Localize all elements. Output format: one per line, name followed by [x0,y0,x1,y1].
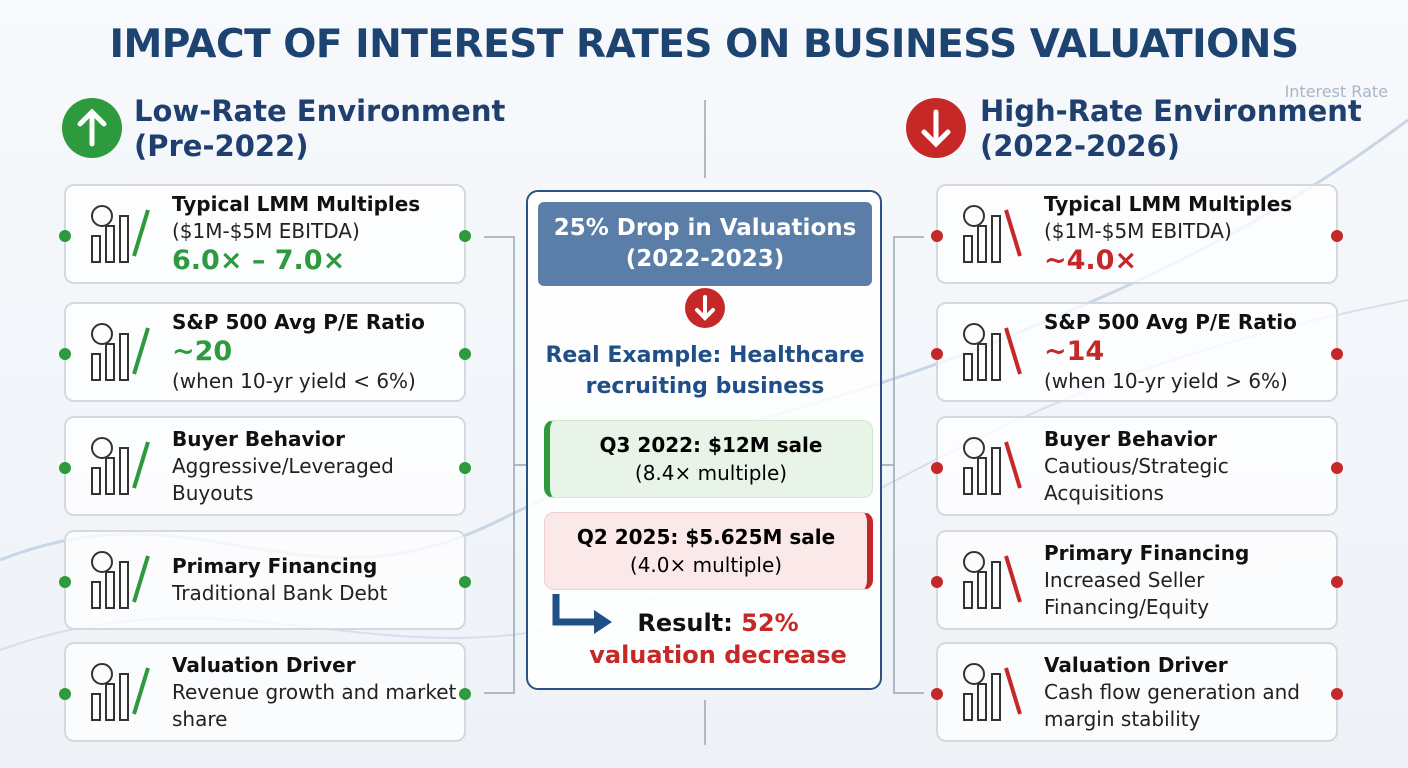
card-title: Primary Financing [172,554,378,578]
card-text: Primary Financing Increased Seller Financ… [1044,532,1336,628]
watermark: Interest Rate [1284,82,1388,101]
result-arrow [552,594,612,634]
connector-dot [1331,348,1343,360]
card-title: Primary Financing [1044,540,1250,565]
result-detail: valuation decrease [589,641,847,669]
card-text: S&P 500 Avg P/E Ratio ~20 (when 10-yr yiel… [172,304,425,400]
section-heading: Low-Rate Environment (Pre-2022) [134,94,505,164]
card-icon [91,551,150,609]
sale-detail: (4.0× multiple) [629,553,783,577]
card-title: S&P 500 Avg P/E Ratio [172,310,425,334]
card-icon [91,437,150,495]
connector-dot [1331,688,1343,700]
card-value: ~4.0× [1044,245,1138,276]
card-value: ~20 [172,336,233,367]
page-title: IMPACT OF INTEREST RATES ON BUSINESS VAL… [109,22,1299,67]
card-text: Buyer Behavior Cautious/Strategic Acquisi… [1044,418,1336,514]
card-after: Cash flow generation and margin stabilit… [1044,679,1300,731]
example-panel: 25% Drop in Valuations (2022-2023) Real … [526,190,882,690]
sale-title: Q2 2025: $5.625M sale [576,525,836,549]
connector-dot [459,462,471,474]
info-card: S&P 500 Avg P/E Ratio ~20 (when 10-yr yiel… [59,302,471,402]
info-card: Typical LMM Multiples ($1M-$5M EBITDA) ~4.… [931,184,1343,284]
card-text: Typical LMM Multiples ($1M-$5M EBITDA) ~4.… [1044,186,1292,282]
card-value: ~14 [1044,336,1105,367]
period: (2022-2026) [980,129,1180,163]
connector-dot [931,576,943,588]
connector-dot [459,688,471,700]
card-icon [963,551,1022,609]
sale-detail: (8.4× multiple) [634,461,788,485]
card-icon [963,663,1022,721]
connector-dot [931,230,943,242]
connector-dot [59,348,71,360]
example-title: Real Example: Healthcare recruiting busi… [545,343,865,399]
info-card: Valuation Driver Cash flow generation and… [931,642,1343,742]
connector-dot [931,688,943,700]
card-after: Revenue growth and market share [172,679,457,731]
connector-dot [1331,462,1343,474]
card-after: Increased Seller Financing/Equity [1044,567,1210,619]
info-card: Primary Financing Traditional Bank Debt [59,530,471,630]
card-after: Traditional Bank Debt [172,581,388,605]
down-icon [685,288,725,328]
card-text: Typical LMM Multiples ($1M-$5M EBITDA) 6.0… [172,186,420,282]
card-value: 6.0× – 7.0× [172,245,346,276]
card-icon [963,437,1022,495]
card-title: Typical LMM Multiples [1044,192,1293,216]
card-title: Valuation Driver [1044,652,1228,677]
connector-dot [931,462,943,474]
connector-dot [59,688,71,700]
card-title: Typical LMM Multiples [172,192,421,216]
info-card: Buyer Behavior Aggressive/Leveraged Buyou… [59,416,471,516]
sale-title: Q3 2022: $12M sale [599,433,823,457]
sale-box: Q2 2025: $5.625M sale (4.0× multiple) [544,512,873,590]
card-title: Buyer Behavior [1044,426,1217,451]
connector-dot [1331,576,1343,588]
card-text: S&P 500 Avg P/E Ratio ~14 (when 10-yr yiel… [1044,304,1297,400]
info-card: Primary Financing Increased Seller Financ… [931,530,1343,630]
card-text: Buyer Behavior Aggressive/Leveraged Buyou… [172,418,464,514]
connector-dot [59,576,71,588]
card-after: Cautious/Strategic Acquisitions [1044,453,1229,505]
connector-dot [1331,230,1343,242]
info-card: Buyer Behavior Cautious/Strategic Acquisi… [931,416,1343,516]
card-title: Buyer Behavior [172,426,345,451]
card-before: ($1M-$5M EBITDA) [1044,219,1232,243]
connector-dot [931,348,943,360]
sale-box: Q3 2022: $12M sale (8.4× multiple) [544,420,873,498]
connector-dot [59,462,71,474]
card-title: S&P 500 Avg P/E Ratio [1044,310,1297,334]
heading: Low-Rate Environment [134,94,506,128]
connector-dot [459,576,471,588]
card-after: (when 10-yr yield > 6%) [1044,369,1288,393]
card-text: Valuation Driver Revenue growth and marke… [172,644,464,740]
connector-dot [459,230,471,242]
period: (Pre-2022) [134,129,309,163]
section-heading: High-Rate Environment (2022-2026) [980,94,1362,164]
card-icon [963,205,1022,263]
card-icon [963,323,1022,381]
banner: 25% Drop in Valuations (2022-2023) [538,202,872,286]
card-after: (when 10-yr yield < 6%) [172,369,416,393]
card-before: ($1M-$5M EBITDA) [172,219,360,243]
info-card: S&P 500 Avg P/E Ratio ~14 (when 10-yr yiel… [931,302,1343,402]
connector-dot [59,230,71,242]
card-after: Aggressive/Leveraged Buyouts [172,453,394,505]
card-text: Valuation Driver Cash flow generation and… [1044,644,1336,740]
result-label: Result: [637,609,733,637]
info-card: Valuation Driver Revenue growth and marke… [59,642,471,742]
card-icon [91,323,150,381]
result: Result: 52% valuation decrease [568,607,868,671]
heading: High-Rate Environment [980,94,1362,128]
info-card: Typical LMM Multiples ($1M-$5M EBITDA) 6.0… [59,184,471,284]
card-title: Valuation Driver [172,652,356,677]
card-icon [91,663,150,721]
result-value: 52% [741,609,799,637]
card-icon [91,205,150,263]
connector-dot [459,348,471,360]
card-text: Primary Financing Traditional Bank Debt [172,532,387,628]
